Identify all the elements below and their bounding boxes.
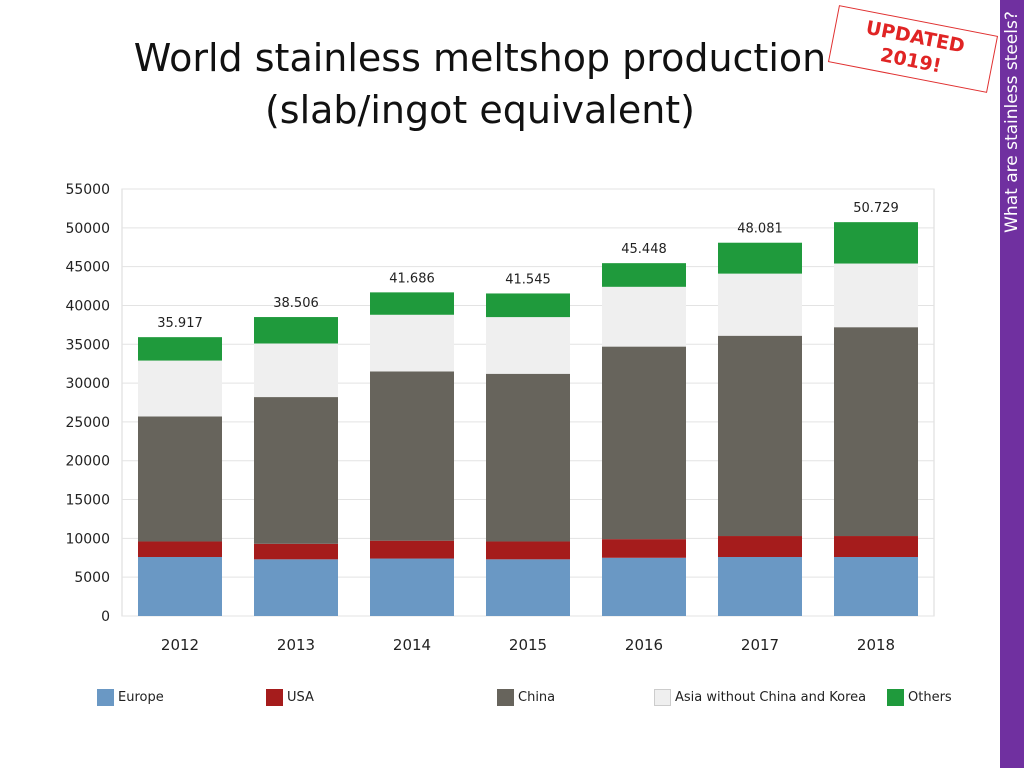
legend-swatch (497, 688, 514, 706)
bar-segment (138, 541, 222, 557)
x-tick-label: 2015 (509, 636, 547, 654)
bar-segment (486, 317, 570, 374)
x-tick-label: 2012 (161, 636, 199, 654)
total-label: 48.081 (737, 222, 783, 237)
bar-segment (602, 557, 686, 616)
bar-segment (254, 343, 338, 398)
legend-label: USA (287, 689, 314, 705)
side-banner (1000, 0, 1024, 768)
bar-segment (486, 541, 570, 560)
legend-swatch (654, 688, 671, 706)
bar-segment (370, 292, 454, 315)
bar-segment (718, 273, 802, 336)
bar-segment (138, 416, 222, 542)
bar-segment (834, 556, 918, 616)
stacked-bar-chart: 0 5000 10000 15000 20000 25000 30000 35000 40000… (65, 182, 935, 654)
bar-segment (138, 360, 222, 417)
legend-label: Others (908, 689, 952, 705)
bar-segment (254, 317, 338, 344)
y-tick-label: 30000 (65, 376, 110, 392)
y-tick-label: 45000 (65, 260, 110, 276)
legend-item: China (497, 688, 555, 706)
total-label: 41.686 (389, 271, 435, 286)
bar-segment (834, 536, 918, 557)
y-tick-label: 55000 (65, 182, 110, 198)
y-tick-label: 35000 (65, 337, 110, 353)
legend-item: Others (887, 688, 952, 706)
bar-segment (602, 263, 686, 287)
legend-item: Asia without China and Korea (654, 688, 866, 706)
bar-segment (138, 556, 222, 616)
bar-segment (602, 286, 686, 347)
x-tick-label: 2017 (741, 636, 779, 654)
legend-label: China (518, 689, 556, 705)
legend-item: USA (266, 688, 314, 706)
legend-label: Asia without China and Korea (675, 689, 867, 705)
bar-segment (602, 346, 686, 540)
bar-segment (138, 337, 222, 361)
bar-segment (370, 314, 454, 372)
bar-segment (486, 559, 570, 616)
bar-segment (834, 263, 918, 328)
bar-segment (486, 293, 570, 318)
side-banner-label-wrap: What are stainless steels? (1000, 0, 1024, 768)
bar-segment (486, 373, 570, 542)
legend-label: Europe (118, 689, 164, 705)
x-tick-label: 2013 (277, 636, 315, 654)
bar-segment (718, 556, 802, 616)
title-line-1: World stainless meltshop production (133, 36, 827, 80)
bar-segment (718, 242, 802, 274)
y-tick-label: 40000 (65, 298, 110, 314)
total-label: 45.448 (621, 242, 667, 257)
bar-segment (370, 540, 454, 559)
bar-segment (254, 543, 338, 560)
y-tick-label: 15000 (65, 493, 110, 509)
y-tick-label: 5000 (74, 570, 110, 586)
bar-segment (602, 539, 686, 558)
x-tick-label: 2018 (857, 636, 895, 654)
x-tick-label: 2014 (393, 636, 431, 654)
legend-swatch (97, 688, 114, 706)
y-tick-label: 50000 (65, 221, 110, 237)
total-label: 35.917 (157, 316, 203, 331)
y-tick-label: 10000 (65, 531, 110, 547)
slide-title: World stainless meltshop production (sla… (60, 32, 900, 136)
bar-segment (718, 335, 802, 537)
y-tick-label: 0 (101, 609, 110, 625)
legend-item: Europe (97, 688, 164, 706)
bar-segment (834, 327, 918, 537)
x-tick-label: 2016 (625, 636, 663, 654)
legend-swatch (266, 688, 283, 706)
bar-segment (718, 536, 802, 557)
title-line-2: (slab/ingot equivalent) (264, 88, 696, 132)
bar-segment (834, 222, 918, 264)
total-label: 41.545 (505, 272, 551, 287)
bar-segment (254, 397, 338, 544)
total-label: 38.506 (273, 296, 319, 311)
side-banner-label: What are stainless steels? (1002, 11, 1022, 233)
y-tick-label: 25000 (65, 415, 110, 431)
y-tick-label: 20000 (65, 454, 110, 470)
bar-segment (370, 558, 454, 616)
legend-swatch (887, 688, 904, 706)
bar-segment (370, 371, 454, 541)
bar-segment (254, 559, 338, 616)
total-label: 50.729 (853, 201, 899, 216)
